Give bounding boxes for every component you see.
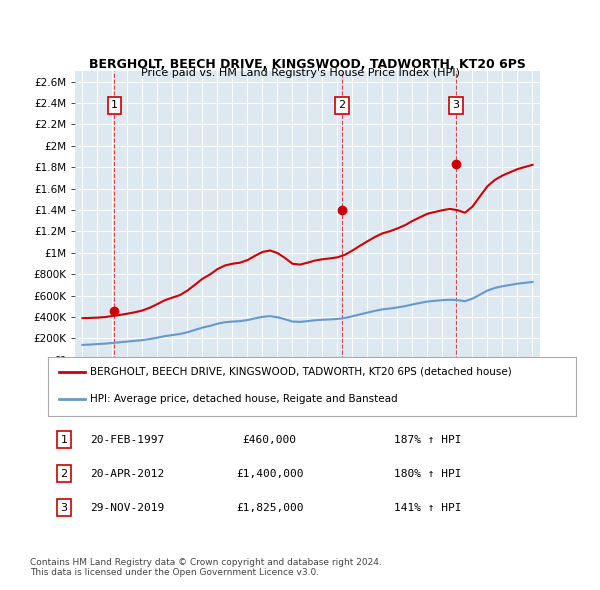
Text: 2: 2 [338,100,346,110]
Text: 3: 3 [452,100,460,110]
Text: 29-NOV-2019: 29-NOV-2019 [90,503,164,513]
Text: £1,825,000: £1,825,000 [236,503,304,513]
Text: £460,000: £460,000 [243,435,297,444]
Text: 141% ↑ HPI: 141% ↑ HPI [394,503,462,513]
Text: Price paid vs. HM Land Registry's House Price Index (HPI): Price paid vs. HM Land Registry's House … [140,68,460,78]
Text: £1,400,000: £1,400,000 [236,468,304,478]
Text: 1: 1 [111,100,118,110]
Text: 180% ↑ HPI: 180% ↑ HPI [394,468,462,478]
Text: 20-FEB-1997: 20-FEB-1997 [90,435,164,444]
Text: 2: 2 [60,468,67,478]
Text: 1: 1 [61,435,67,444]
Text: 20-APR-2012: 20-APR-2012 [90,468,164,478]
Title: BERGHOLT, BEECH DRIVE, KINGSWOOD, TADWORTH, KT20 6PS: BERGHOLT, BEECH DRIVE, KINGSWOOD, TADWOR… [89,58,526,71]
Text: HPI: Average price, detached house, Reigate and Banstead: HPI: Average price, detached house, Reig… [90,395,398,404]
Text: 187% ↑ HPI: 187% ↑ HPI [394,435,462,444]
Text: 3: 3 [61,503,67,513]
Text: Contains HM Land Registry data © Crown copyright and database right 2024.
This d: Contains HM Land Registry data © Crown c… [30,558,382,577]
Text: BERGHOLT, BEECH DRIVE, KINGSWOOD, TADWORTH, KT20 6PS (detached house): BERGHOLT, BEECH DRIVE, KINGSWOOD, TADWOR… [90,367,512,376]
